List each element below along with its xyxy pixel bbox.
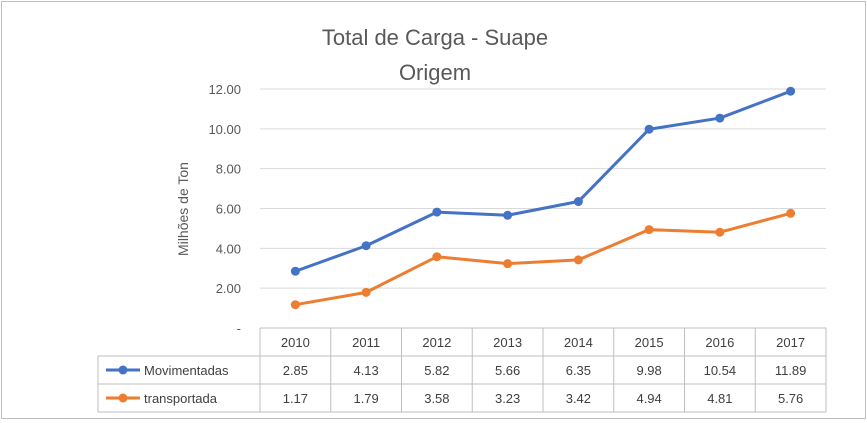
data-label: 6.35 — [566, 363, 591, 378]
y-tick-label: 10.00 — [208, 122, 241, 137]
data-point — [573, 255, 583, 265]
data-label: 5.82 — [424, 363, 449, 378]
chart-title: Total de Carga - Suape — [322, 25, 548, 50]
data-point — [715, 227, 725, 237]
data-label: 5.66 — [495, 363, 520, 378]
data-label: 3.58 — [424, 391, 449, 406]
data-label: 10.54 — [704, 363, 737, 378]
data-point — [644, 225, 654, 235]
line-chart: Total de Carga - Suape Origem Milhões de… — [97, 25, 827, 413]
data-label: 1.17 — [283, 391, 308, 406]
y-tick-label: - — [237, 321, 241, 336]
gridlines — [260, 88, 826, 289]
legend-label: transportada — [144, 391, 218, 406]
x-tick-label: 2014 — [564, 335, 593, 350]
data-point — [503, 259, 513, 269]
y-tick-labels: - 2.00 4.00 6.00 8.00 10.00 12.00 — [208, 82, 241, 336]
data-label: 4.13 — [353, 363, 378, 378]
data-label: 2.85 — [283, 363, 308, 378]
data-point — [573, 197, 583, 207]
data-label: 11.89 — [775, 363, 807, 378]
y-tick-label: 12.00 — [208, 82, 241, 97]
legend-key-marker — [118, 365, 128, 375]
data-point — [786, 86, 796, 96]
series-line — [293, 89, 793, 273]
legend-label: Movimentadas — [144, 363, 229, 378]
data-table: 2010 2011 2012 2013 2014 2015 2016 2017 Moviment… — [97, 327, 827, 413]
y-tick-label: 2.00 — [216, 281, 241, 296]
data-point — [432, 207, 442, 217]
data-point — [432, 252, 442, 262]
legend-key-marker — [118, 393, 128, 403]
x-tick-label: 2013 — [493, 335, 522, 350]
data-label: 3.42 — [566, 391, 591, 406]
data-label: 5.76 — [778, 391, 803, 406]
y-tick-label: 6.00 — [216, 202, 241, 217]
data-point — [361, 241, 371, 251]
data-point — [361, 287, 371, 297]
data-label: 9.98 — [636, 363, 661, 378]
y-tick-label: 4.00 — [216, 241, 241, 256]
x-tick-label: 2010 — [281, 335, 310, 350]
data-label: 4.94 — [636, 391, 661, 406]
x-tick-label: 2015 — [635, 335, 664, 350]
data-label: 3.23 — [495, 391, 520, 406]
y-tick-label: 8.00 — [216, 162, 241, 177]
data-point — [644, 124, 654, 134]
x-tick-label: 2016 — [705, 335, 734, 350]
series-line — [293, 211, 793, 307]
x-tick-label: 2017 — [776, 335, 805, 350]
y-axis-label: Milhões de Ton — [175, 162, 191, 256]
data-label: 1.79 — [353, 391, 378, 406]
series-layer — [290, 86, 796, 310]
data-point — [290, 266, 300, 276]
chart-subtitle: Origem — [399, 60, 471, 85]
data-point — [786, 208, 796, 218]
data-point — [290, 300, 300, 310]
data-label: 4.81 — [707, 391, 732, 406]
data-point — [503, 210, 513, 220]
x-tick-label: 2011 — [352, 335, 380, 350]
data-point — [715, 113, 725, 123]
x-tick-label: 2012 — [422, 335, 451, 350]
